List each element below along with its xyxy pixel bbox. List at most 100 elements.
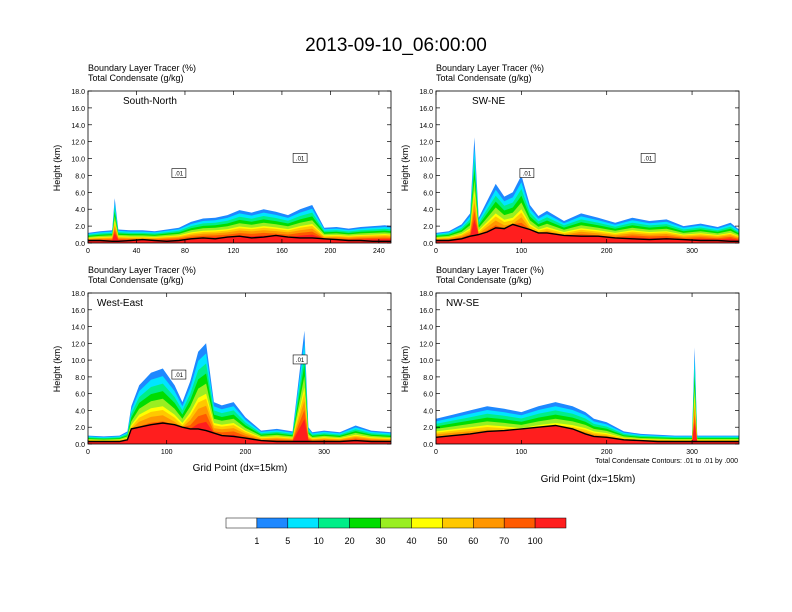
y-tick-label: 16.0: [71, 308, 85, 315]
y-tick-label: 6.0: [423, 190, 433, 197]
y-tick-label: 2.0: [75, 224, 85, 231]
y-tick-label: 8.0: [75, 173, 85, 180]
y-tick-label: 14.0: [419, 325, 433, 332]
x-tick-label: 0: [86, 248, 90, 255]
y-tick-label: 4.0: [75, 408, 85, 415]
y-axis-label: Height (km): [52, 346, 62, 393]
colorbar-tick-label: 30: [376, 536, 386, 546]
y-tick-label: 8.0: [423, 375, 433, 382]
contour-label: .01: [296, 156, 305, 162]
x-tick-label: 240: [373, 248, 385, 255]
y-tick-label: 14.0: [71, 123, 85, 130]
x-tick-label: 200: [325, 248, 337, 255]
y-tick-label: 18.0: [71, 291, 85, 298]
plot-area: [88, 198, 391, 243]
plot-frame: [435, 90, 740, 244]
colorbar-tick-label: 50: [437, 536, 447, 546]
y-axis-label: Height (km): [400, 145, 410, 192]
x-tick-label: 100: [516, 248, 528, 255]
x-tick-label: 300: [686, 449, 698, 456]
colorbar-tick-label: 5: [285, 536, 290, 546]
panel-header-line-1: Boundary Layer Tracer (%): [436, 265, 544, 275]
y-tick-label: 4.0: [75, 207, 85, 214]
y-tick-label: 10.0: [71, 157, 85, 164]
contour-label-box: [292, 354, 308, 365]
y-tick-label: 0.0: [75, 241, 85, 248]
panel-label: NW-SE: [446, 298, 479, 309]
panel-label: West-East: [97, 298, 143, 309]
y-tick-label: 8.0: [423, 173, 433, 180]
y-tick-label: 18.0: [419, 89, 433, 96]
y-axis-label: Height (km): [400, 346, 410, 393]
panel-footnote: Total Condensate Contours: .01 to .01 by…: [595, 458, 738, 465]
terrain-line: [436, 223, 739, 242]
contour-label: .01: [175, 172, 184, 178]
x-tick-label: 160: [276, 248, 288, 255]
y-tick-label: 10.0: [419, 157, 433, 164]
panel-header-line-2: Total Condensate (g/kg): [88, 275, 184, 285]
plot-frame: [435, 292, 740, 445]
y-tick-label: 6.0: [75, 392, 85, 399]
x-tick-label: 300: [318, 449, 330, 456]
panel-header-line-1: Boundary Layer Tracer (%): [88, 63, 196, 73]
x-tick-label: 120: [228, 248, 240, 255]
colorbar-cell: [442, 517, 474, 529]
colorbar-cell: [256, 517, 289, 529]
contour-label: .01: [175, 373, 184, 379]
colorbar-cell: [473, 517, 505, 529]
tracer-band-10: [88, 419, 391, 444]
contour-label-box: [171, 168, 187, 178]
y-axis-label: Height (km): [52, 145, 62, 192]
contour-label-box: [171, 369, 187, 380]
colorbar-tick-label: 70: [499, 536, 509, 546]
x-tick-label: 200: [601, 449, 613, 456]
terrain-line: [88, 422, 391, 443]
colorbar-tick-label: 40: [406, 536, 416, 546]
plot-area: [88, 330, 391, 444]
panel-south-north: Boundary Layer Tracer (%) Total Condensa…: [52, 63, 392, 255]
plot-area: [436, 137, 739, 243]
x-tick-label: 0: [86, 449, 90, 456]
plot-frame: [87, 292, 392, 445]
y-tick-label: 4.0: [423, 408, 433, 415]
contour-label-box: [292, 153, 308, 163]
y-tick-label: 8.0: [75, 375, 85, 382]
terrain-line: [436, 424, 739, 443]
colorbar-tick-label: 60: [468, 536, 478, 546]
y-tick-label: 12.0: [71, 341, 85, 348]
y-tick-label: 0.0: [75, 442, 85, 449]
x-tick-label: 100: [516, 449, 528, 456]
colorbar-cell: [534, 517, 567, 529]
colorbar-cell: [411, 517, 443, 529]
y-tick-label: 2.0: [75, 425, 85, 432]
panel-west-east: Boundary Layer Tracer (%) Total Condensa…: [52, 265, 392, 474]
colorbar-cell: [318, 517, 350, 529]
contour-label: .01: [523, 172, 532, 178]
x-tick-label: 200: [240, 449, 252, 456]
x-tick-label: 40: [133, 248, 141, 255]
panel-header-line-1: Boundary Layer Tracer (%): [88, 265, 196, 275]
plot-area: [436, 347, 739, 444]
panel-sw-ne: Boundary Layer Tracer (%) Total Condensa…: [400, 63, 740, 255]
x-axis-label: Grid Point (dx=15km): [541, 474, 636, 485]
x-tick-label: 0: [434, 449, 438, 456]
contour-label: .01: [644, 156, 653, 162]
y-tick-label: 10.0: [419, 358, 433, 365]
colorbar-tick-label: 20: [345, 536, 355, 546]
y-tick-label: 0.0: [423, 241, 433, 248]
plot-frame: [87, 90, 392, 244]
y-tick-label: 18.0: [419, 291, 433, 298]
colorbar: 1 5 10 20 30 40 50 60 70 100: [225, 517, 567, 546]
y-tick-label: 12.0: [419, 341, 433, 348]
figure-title: 2013-09-10_06:00:00: [305, 35, 487, 56]
x-tick-label: 300: [686, 248, 698, 255]
panel-header-line-1: Boundary Layer Tracer (%): [436, 63, 544, 73]
x-axis-label: Grid Point (dx=15km): [193, 463, 288, 474]
panel-header-line-2: Total Condensate (g/kg): [88, 73, 184, 83]
y-tick-label: 16.0: [419, 308, 433, 315]
contour-label-box: [519, 168, 535, 178]
y-tick-label: 0.0: [423, 442, 433, 449]
y-tick-label: 6.0: [423, 392, 433, 399]
terrain-line: [88, 234, 391, 243]
